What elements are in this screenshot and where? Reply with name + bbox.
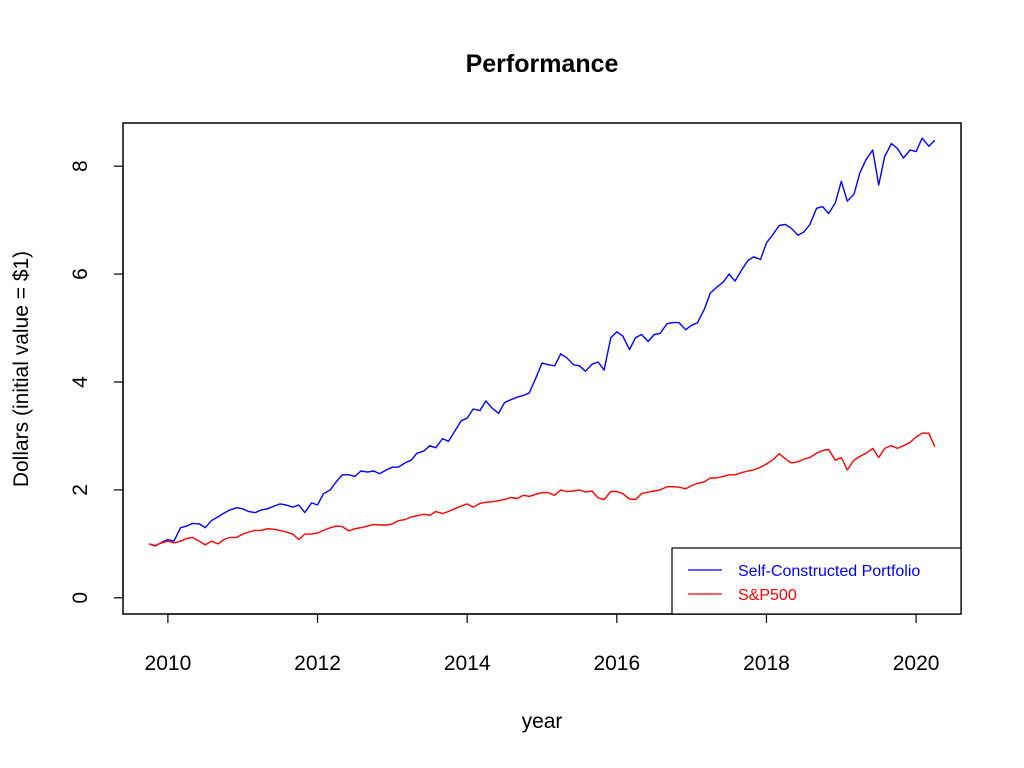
series-line-1 xyxy=(149,432,936,547)
series-line-0 xyxy=(148,137,936,547)
plot-frame xyxy=(122,122,962,615)
x-axis-label: year xyxy=(522,710,563,733)
series-layer xyxy=(148,137,936,547)
y-tick-label: 6 xyxy=(69,268,92,280)
y-tick-label: 4 xyxy=(69,376,92,388)
legend-box xyxy=(671,547,962,615)
x-tick-label: 2016 xyxy=(593,652,640,675)
chart-title: Performance xyxy=(466,50,619,78)
x-tick-label: 2020 xyxy=(893,652,940,675)
y-tick-label: 2 xyxy=(69,484,92,496)
legend-label-portfolio: Self-Constructed Portfolio xyxy=(738,563,920,580)
y-axis-label: Dollars (initial value = $1) xyxy=(10,251,33,487)
y-tick-label: 8 xyxy=(69,160,92,172)
x-tick-label: 2010 xyxy=(145,652,192,675)
y-axis: 0 2 4 6 8 xyxy=(69,160,124,604)
legend-label-sp500: S&P500 xyxy=(738,587,797,604)
y-tick-label: 0 xyxy=(69,592,92,604)
legend: Self-Constructed Portfolio S&P500 xyxy=(671,547,962,615)
x-tick-label: 2018 xyxy=(743,652,790,675)
x-tick-label: 2014 xyxy=(444,652,491,675)
x-axis: 2010 2012 2014 2016 2018 2020 xyxy=(145,613,940,675)
x-tick-label: 2012 xyxy=(294,652,341,675)
